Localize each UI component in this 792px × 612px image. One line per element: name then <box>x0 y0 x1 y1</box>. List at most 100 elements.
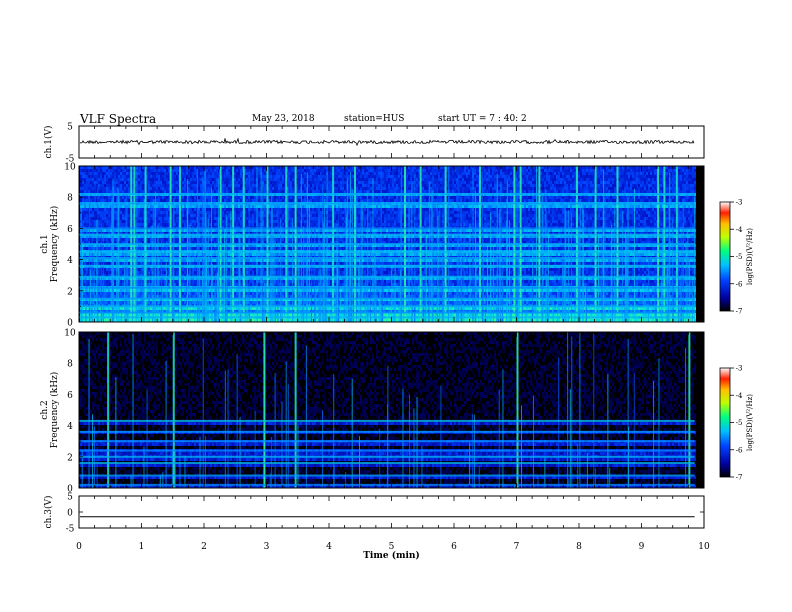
spectrogram-cell <box>224 199 226 202</box>
spectrogram-cell <box>124 214 126 217</box>
spectrogram-cell <box>162 175 164 178</box>
spectrogram-cell <box>158 238 160 241</box>
spectrogram-cell <box>182 280 184 283</box>
spectrogram-cell <box>238 220 240 223</box>
spectrogram-cell <box>184 253 186 256</box>
spectrogram-cell <box>226 211 228 214</box>
spectrogram-cell <box>108 208 110 211</box>
spectrogram-cell <box>208 247 210 250</box>
spectrogram-cell <box>94 214 96 217</box>
spectrogram-cell <box>88 310 90 313</box>
spectrogram-cell <box>196 184 198 187</box>
spectrogram-cell <box>122 211 124 214</box>
spectrogram-cell <box>90 187 92 190</box>
spectrogram-cell <box>138 223 140 226</box>
spectrogram-cell <box>126 172 128 175</box>
spectrogram-cell <box>132 238 134 241</box>
spectrogram-cell <box>184 214 186 217</box>
spectrogram-cell <box>150 313 152 316</box>
spectrogram-cell <box>86 313 88 316</box>
spectrogram-cell <box>122 268 124 271</box>
spectrogram-cell <box>264 271 266 274</box>
spectrogram-cell <box>88 190 90 193</box>
spectrogram-cell <box>98 208 100 211</box>
spectrogram-cell <box>208 169 210 172</box>
spectrogram-cell <box>166 223 168 226</box>
spectrogram-cell <box>98 175 100 178</box>
spectrogram-cell <box>246 190 248 193</box>
spectrogram-cell <box>196 283 198 286</box>
spectrogram-cell <box>268 172 270 175</box>
spectrogram-cell <box>236 310 238 313</box>
spectrogram-cell <box>142 175 144 178</box>
spectrogram-cell <box>120 268 122 271</box>
spectrogram-cell <box>196 244 198 247</box>
spectrogram-cell <box>264 235 266 238</box>
spectrogram-cell <box>212 196 214 199</box>
spectrogram-cell <box>164 190 166 193</box>
spectrogram-cell <box>108 172 110 175</box>
spectrogram-cell <box>250 229 252 232</box>
spectrogram-cell <box>106 307 108 310</box>
spectrogram-cell <box>208 208 210 211</box>
spectrogram-cell <box>132 214 134 217</box>
spectrogram-cell <box>240 175 242 178</box>
spectrogram-cell <box>236 280 238 283</box>
spectrogram-cell <box>152 274 154 277</box>
spectrogram-cell <box>262 175 264 178</box>
spectrogram-cell <box>172 214 174 217</box>
spectrogram-cell <box>228 307 230 310</box>
spectrogram-cell <box>208 268 210 271</box>
spectrogram-cell <box>102 169 104 172</box>
spectrogram-cell <box>214 214 216 217</box>
spectrogram-cell <box>268 217 270 220</box>
spectrogram-cell <box>166 214 168 217</box>
spectrogram-cell <box>104 247 106 250</box>
spectrogram-cell <box>166 259 168 262</box>
spectrogram-cell <box>152 232 154 235</box>
spectrogram-cell <box>104 208 106 211</box>
spectrogram-cell <box>212 181 214 184</box>
spectrogram-cell <box>176 181 178 184</box>
spectrogram-cell <box>196 289 198 292</box>
spectrogram-cell <box>172 235 174 238</box>
spectrogram-cell <box>104 268 106 271</box>
spectrogram-cell <box>106 178 108 181</box>
spectrogram-cell <box>122 232 124 235</box>
spectrogram-cell <box>250 196 252 199</box>
spectrogram-cell <box>234 169 236 172</box>
spectrogram-cell <box>192 178 194 181</box>
spectrogram-cell <box>228 211 230 214</box>
spectrogram-cell <box>106 211 108 214</box>
spectrogram-cell <box>166 268 168 271</box>
spectrogram-cell <box>132 190 134 193</box>
spectrogram-cell <box>200 247 202 250</box>
spectrogram-cell <box>174 289 176 292</box>
spectrogram-cell <box>236 307 238 310</box>
spectrogram-cell <box>176 205 178 208</box>
spectrogram-cell <box>194 283 196 286</box>
spectrogram-cell <box>240 217 242 220</box>
spectrogram-cell <box>214 229 216 232</box>
spectrogram-cell <box>186 190 188 193</box>
spectrogram-cell <box>234 295 236 298</box>
spectrogram-cell <box>190 313 192 316</box>
spectrogram-cell <box>252 229 254 232</box>
spectrogram-cell <box>240 259 242 262</box>
spectrogram-cell <box>84 241 86 244</box>
spectrogram-cell <box>164 283 166 286</box>
spectrogram-cell <box>228 283 230 286</box>
spectrogram-cell <box>240 277 242 280</box>
spectrogram-cell <box>98 283 100 286</box>
spectrogram-cell <box>160 166 162 169</box>
spectrogram-cell <box>152 214 154 217</box>
spectrogram-cell <box>196 247 198 250</box>
spectrogram-cell <box>236 220 238 223</box>
spectrogram-cell <box>110 238 112 241</box>
spectrogram-cell <box>268 271 270 274</box>
spectrogram-cell <box>168 253 170 256</box>
spectrogram-cell <box>120 184 122 187</box>
spectrogram-cell <box>84 259 86 262</box>
spectrogram-cell <box>246 196 248 199</box>
